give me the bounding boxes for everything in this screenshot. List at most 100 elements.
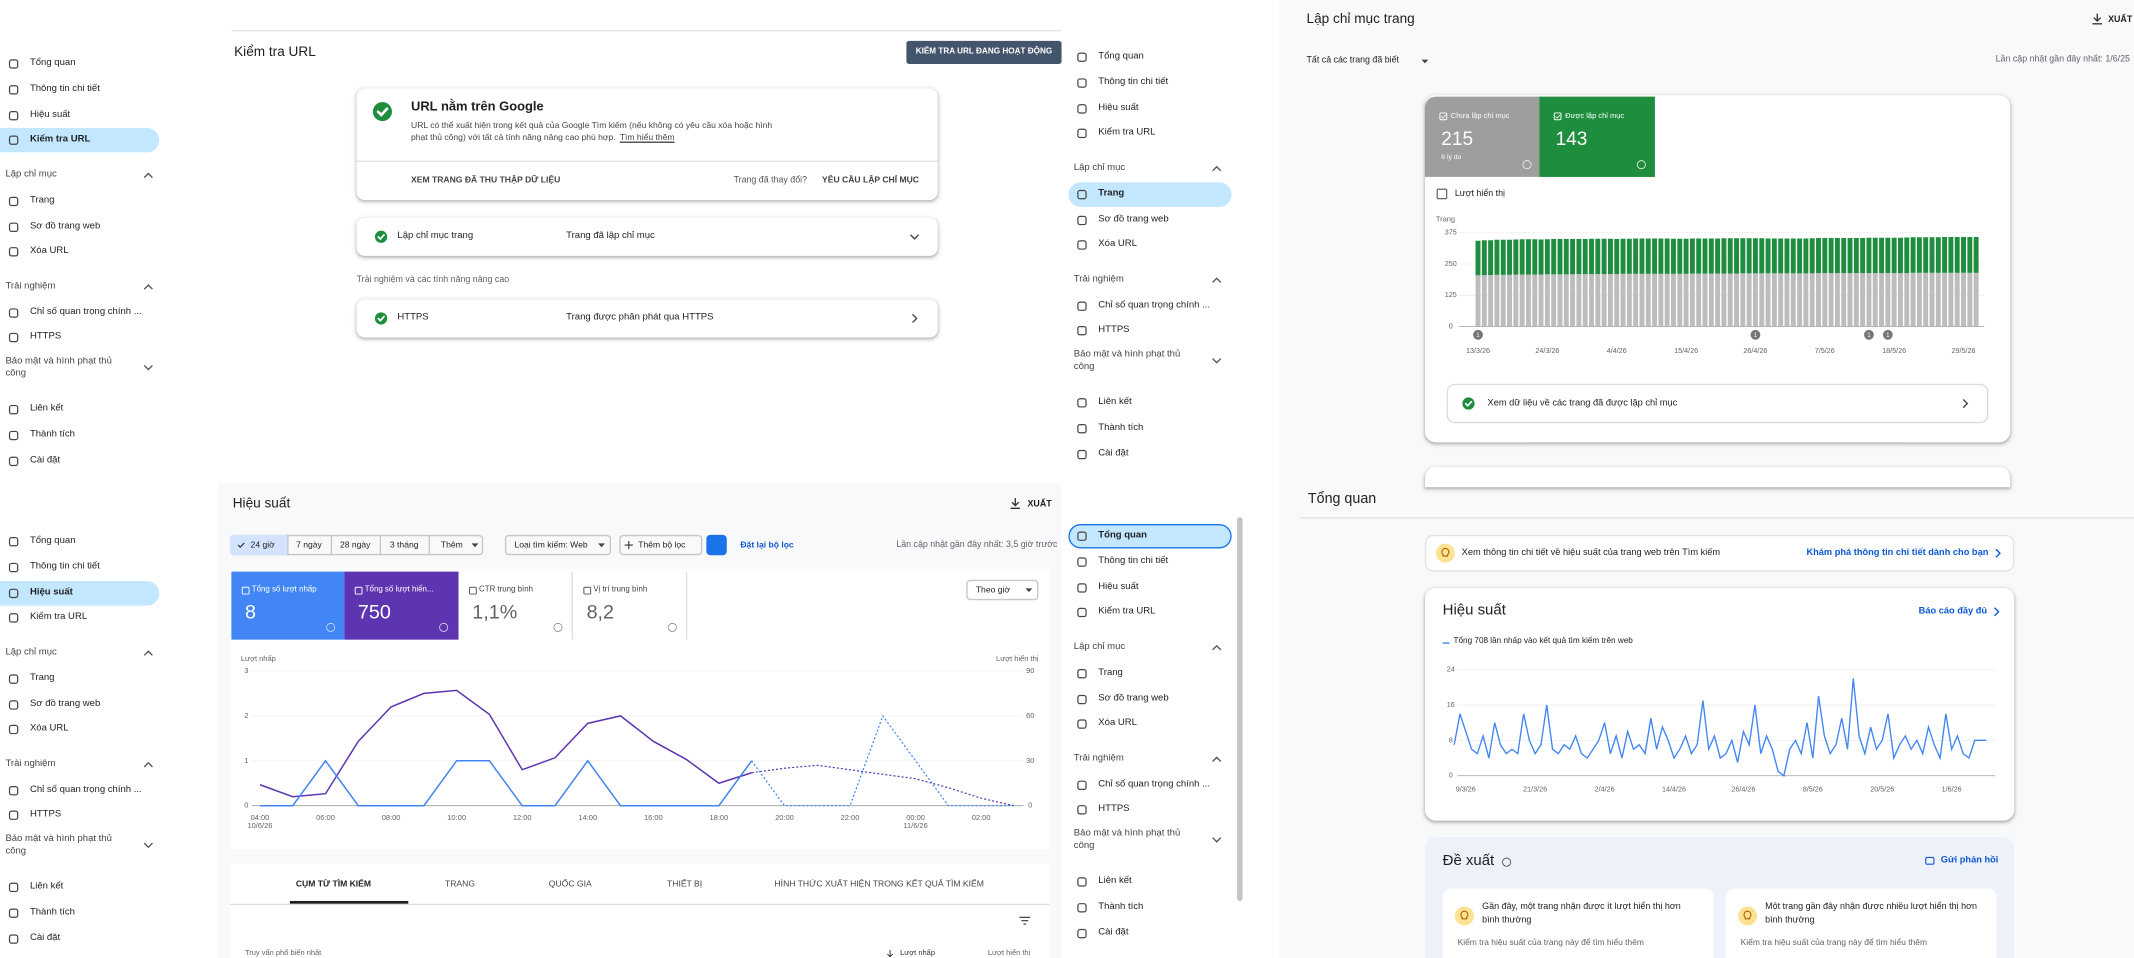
nav-item[interactable]: Kiểm tra URL xyxy=(1098,606,1156,617)
tab[interactable]: CỤM TỪ TÌM KIẾM xyxy=(295,879,372,890)
reset-link[interactable]: Đặt lại bộ lọc xyxy=(740,539,794,550)
nav-item[interactable]: Kiểm tra URL xyxy=(1098,127,1156,138)
full-report-link[interactable]: Báo cáo đầy đủ xyxy=(1918,606,1988,616)
performance-card xyxy=(1424,587,2015,821)
indexed-box xyxy=(1539,96,1655,177)
nav-item[interactable]: Tổng quan xyxy=(29,58,76,68)
text: Xem thông tin chi tiết về hiệu suất của … xyxy=(1461,547,1721,558)
nav-item[interactable]: Sơ đồ trang web xyxy=(29,221,101,232)
nav-section-title: Trải nghiệm xyxy=(1073,753,1124,764)
tab[interactable]: HÌNH THỨC XUẤT HIỆN TRONG KẾT QUẢ TÌM KI… xyxy=(774,879,984,890)
tab-underline xyxy=(289,900,409,904)
link-button[interactable]: XEM TRANG ĐÃ THU THẬP DỮ LIỆU xyxy=(411,175,561,186)
nav-item[interactable]: Cài đặt xyxy=(1098,448,1129,459)
divider xyxy=(231,29,1062,32)
add-filter[interactable]: Thêm bộ lọc xyxy=(638,539,686,550)
nav-item[interactable]: Tổng quan xyxy=(29,535,76,546)
tab[interactable]: THIẾT BỊ xyxy=(667,879,703,890)
nav-item[interactable]: Liên kết xyxy=(1098,876,1132,886)
nav-item[interactable]: Thành tích xyxy=(1098,422,1144,433)
impressions-toggle[interactable]: Lượt hiển thị xyxy=(1454,189,1505,199)
nav-item[interactable]: Hiệu suất xyxy=(1098,103,1139,113)
nav-item[interactable]: Tổng quan xyxy=(1098,530,1147,541)
nav-item[interactable]: HTTPS xyxy=(1098,325,1130,335)
metric-label: Vị trí trung bình xyxy=(593,585,648,595)
nav-item[interactable]: Hiệu suất xyxy=(29,587,73,598)
nav-item[interactable]: Cài đặt xyxy=(29,933,61,943)
insight-banner xyxy=(1424,534,2015,572)
nav-item[interactable]: Tổng quan xyxy=(1098,51,1144,61)
date-range-chip[interactable]: Thêm xyxy=(440,539,463,550)
metric-value: 8,2 xyxy=(586,601,615,624)
learn-more-link[interactable]: Tìm hiểu thêm xyxy=(619,132,675,143)
date-range-chip[interactable]: 3 tháng xyxy=(389,539,419,550)
feedback-link[interactable]: Gửi phản hồi xyxy=(1940,855,1999,866)
nav-item[interactable]: Sơ đồ trang web xyxy=(29,699,101,709)
nav-item[interactable]: Sơ đồ trang web xyxy=(1098,214,1169,225)
nav-item[interactable]: Thông tin chi tiết xyxy=(1098,556,1169,566)
metric-value: 1,1% xyxy=(472,601,518,624)
nav-item[interactable]: HTTPS xyxy=(29,331,62,342)
nav-section-title: Trải nghiệm xyxy=(5,759,56,769)
nav-item[interactable]: Thành tích xyxy=(29,429,75,440)
nav-item[interactable]: Chỉ số quan trọng chính ... xyxy=(1098,779,1211,790)
nav-item[interactable]: Trang xyxy=(1098,667,1123,678)
nav-item[interactable]: Kiểm tra URL xyxy=(29,134,91,144)
result-label: HTTPS xyxy=(397,312,429,323)
nav-item[interactable]: Xóa URL xyxy=(1098,239,1137,249)
nav-item[interactable]: Xóa URL xyxy=(29,246,69,256)
nav-item[interactable]: Thông tin chi tiết xyxy=(29,84,100,94)
nav-item[interactable]: Kiểm tra URL xyxy=(29,612,88,622)
nav-item[interactable]: Thành tích xyxy=(1098,902,1144,912)
date-range-chip[interactable]: 28 ngày xyxy=(339,539,371,550)
insight-link[interactable]: Khám phá thông tin chi tiết dành cho bạn xyxy=(1806,547,1989,558)
nav-item[interactable]: Chỉ số quan trọng chính ... xyxy=(29,307,142,317)
tab[interactable]: QUỐC GIA xyxy=(548,879,592,890)
tab[interactable]: TRANG xyxy=(445,879,476,890)
search-type-filter[interactable]: Loại tìm kiếm: Web xyxy=(514,539,588,550)
chip-selected xyxy=(230,534,288,556)
pages-filter[interactable]: Tất cả các trang đã biết xyxy=(1306,55,1399,66)
nav-item[interactable]: Hiệu suất xyxy=(1098,582,1139,592)
chip-divider xyxy=(330,534,333,556)
nav-item[interactable]: Trang xyxy=(29,195,55,206)
page-title: Tổng quan xyxy=(1307,490,1377,508)
view-indexed-link[interactable]: Xem dữ liệu về các trang đã được lập chỉ… xyxy=(1487,397,1678,408)
chip-divider xyxy=(428,534,431,556)
button-label[interactable]: KIỂM TRA URL ĐANG HOẠT ĐỘNG xyxy=(915,47,1053,56)
text: 6 lý do xyxy=(1441,153,1462,162)
nav-item[interactable]: Trang xyxy=(1098,188,1125,199)
nav-item[interactable]: Sơ đồ trang web xyxy=(1098,693,1169,704)
text: Lượt hiển thị xyxy=(987,949,1031,958)
nav-item[interactable]: Thông tin chi tiết xyxy=(29,561,100,572)
link-row xyxy=(1446,383,1989,424)
nav-item[interactable]: Thông tin chi tiết xyxy=(1098,77,1169,87)
nav-section-title: Lập chỉ mục xyxy=(1073,642,1126,652)
nav-item[interactable]: Xóa URL xyxy=(1098,718,1137,728)
nav-item[interactable]: Cài đặt xyxy=(1098,927,1129,938)
nav-item[interactable]: Trang xyxy=(29,673,55,683)
nav-item[interactable]: Liên kết xyxy=(1098,397,1132,407)
nav-item[interactable]: Liên kết xyxy=(29,403,64,414)
nav-item[interactable]: Thành tích xyxy=(29,907,75,918)
link-button[interactable]: YÊU CẦU LẬP CHỈ MỤC xyxy=(822,175,920,186)
export-button[interactable]: XUẤT xyxy=(2108,14,2133,24)
result-value: Trang được phân phát qua HTTPS xyxy=(566,312,714,323)
nav-item[interactable]: Xóa URL xyxy=(29,723,69,734)
date-range-chip[interactable]: 24 giờ xyxy=(250,539,275,550)
nav-item[interactable]: HTTPS xyxy=(1098,804,1130,814)
nav-item[interactable]: Chỉ số quan trọng chính ... xyxy=(1098,300,1211,311)
nav-section-title: Trải nghiệm xyxy=(1073,274,1124,285)
export-button[interactable]: XUẤT xyxy=(1027,498,1052,509)
filter-chip xyxy=(619,534,703,556)
nav-item[interactable]: HTTPS xyxy=(29,809,62,820)
nav-item[interactable]: Cài đặt xyxy=(29,455,61,466)
nav-section-title: Bảo mật và hình phạt thủ công xyxy=(5,834,112,857)
divider xyxy=(1299,517,2134,519)
nav-item[interactable]: Chỉ số quan trọng chính ... xyxy=(29,785,142,795)
nav-item[interactable]: Hiệu suất xyxy=(29,109,71,120)
granularity-dropdown[interactable]: Theo giờ xyxy=(975,584,1011,595)
nav-item[interactable]: Liên kết xyxy=(29,881,64,892)
date-range-chip[interactable]: 7 ngày xyxy=(296,539,322,550)
